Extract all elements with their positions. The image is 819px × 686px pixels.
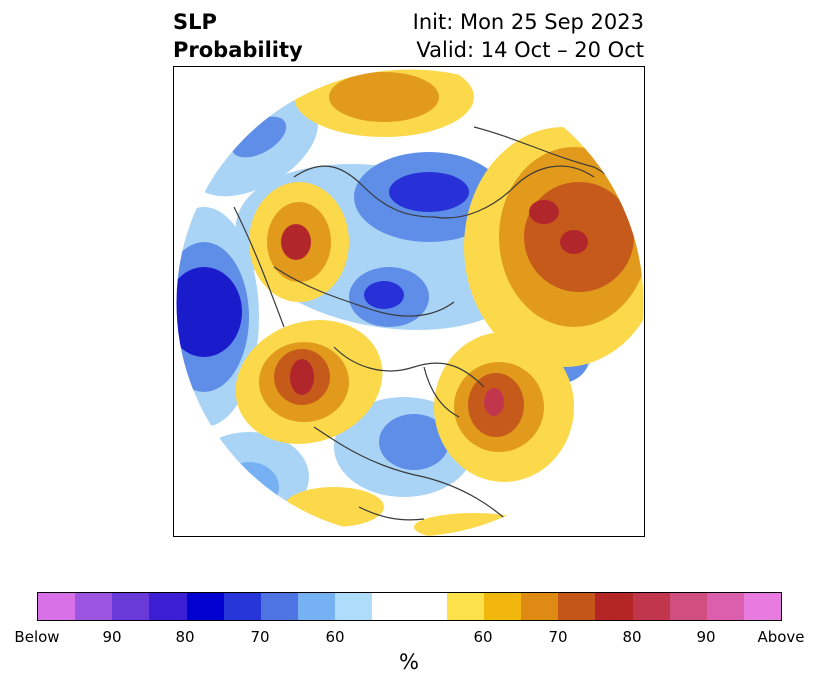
colorbar-segment [223,593,261,620]
colorbar-segment [669,593,707,620]
colorbar-segment [743,593,782,620]
colorbar-segment [298,593,336,620]
colorbar-tick-label: 80 [175,628,195,646]
colorbar-tick-label: 90 [696,628,716,646]
probability-shading [176,69,644,536]
colorbar-segment [521,593,559,620]
colorbar-segment [446,593,484,620]
colorbar-segment [372,593,410,620]
valid-range: Valid: 14 Oct – 20 Oct [416,38,644,62]
title-product: Probability [173,38,303,62]
coastlines [233,126,640,528]
colorbar-segment [260,593,299,620]
colorbar-segment [632,593,670,620]
colorbar-tick-label: 90 [102,628,122,646]
colorbar-tick-label: 60 [325,628,345,646]
map-edge [175,68,644,536]
colorbar-segment [186,593,224,620]
init-date: Init: Mon 25 Sep 2023 [412,10,644,34]
colorbar [37,592,782,621]
colorbar-segment [112,593,150,620]
polar-map-svg [175,68,644,536]
colorbar-tick-label: 70 [250,628,270,646]
colorbar-tick-label: 80 [622,628,642,646]
colorbar-segment [483,593,522,620]
colorbar-segment [558,593,596,620]
colorbar-segment [75,593,113,620]
colorbar-segment [595,593,633,620]
probability-map [173,66,645,537]
colorbar-unit: % [399,650,419,674]
colorbar-segment [409,593,447,620]
colorbar-tick-label: 70 [548,628,568,646]
colorbar-tick-label: Above [757,628,805,646]
colorbar-tick-label: 60 [473,628,493,646]
colorbar-tick-label: Below [14,628,60,646]
colorbar-segment [38,593,76,620]
map-dates: Init: Mon 25 Sep 2023 Valid: 14 Oct – 20… [413,8,644,64]
colorbar-segment [706,593,744,620]
colorbar-segment [149,593,187,620]
map-title: SLP Probability [173,8,303,64]
title-variable: SLP [173,10,217,34]
colorbar-segment [335,593,373,620]
